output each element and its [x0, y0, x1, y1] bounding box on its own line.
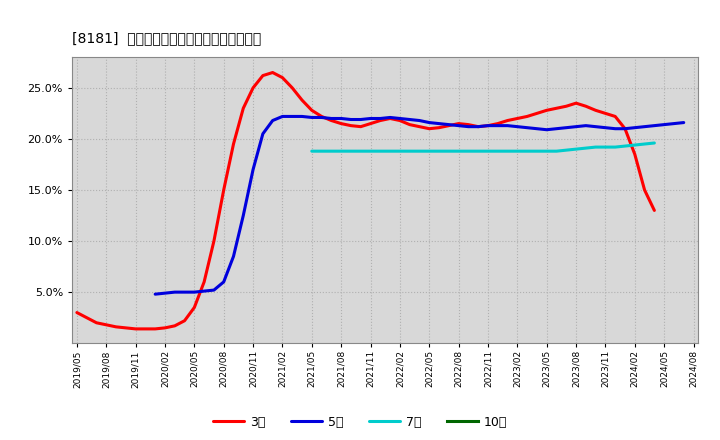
5年 — [151, 292, 160, 297]
3年 — [464, 122, 473, 127]
5年 — [474, 124, 482, 129]
5年 — [327, 116, 336, 121]
7年 — [415, 149, 424, 154]
5年 — [415, 118, 424, 123]
Line: 3年: 3年 — [77, 73, 654, 329]
Legend: 3年, 5年, 7年, 10年: 3年, 5年, 7年, 10年 — [207, 411, 513, 434]
Line: 7年: 7年 — [312, 143, 654, 151]
3年 — [151, 326, 160, 332]
Text: [8181]  経常利益マージンの標準偏差の推移: [8181] 経常利益マージンの標準偏差の推移 — [72, 31, 261, 45]
Line: 5年: 5年 — [156, 117, 684, 294]
3年 — [327, 118, 336, 123]
7年 — [376, 149, 384, 154]
7年 — [464, 149, 473, 154]
3年 — [73, 310, 81, 315]
7年 — [327, 149, 336, 154]
3年 — [376, 118, 384, 123]
3年 — [474, 124, 482, 129]
7年 — [474, 149, 482, 154]
5年 — [464, 124, 473, 129]
3年 — [415, 124, 424, 129]
5年 — [376, 116, 384, 121]
